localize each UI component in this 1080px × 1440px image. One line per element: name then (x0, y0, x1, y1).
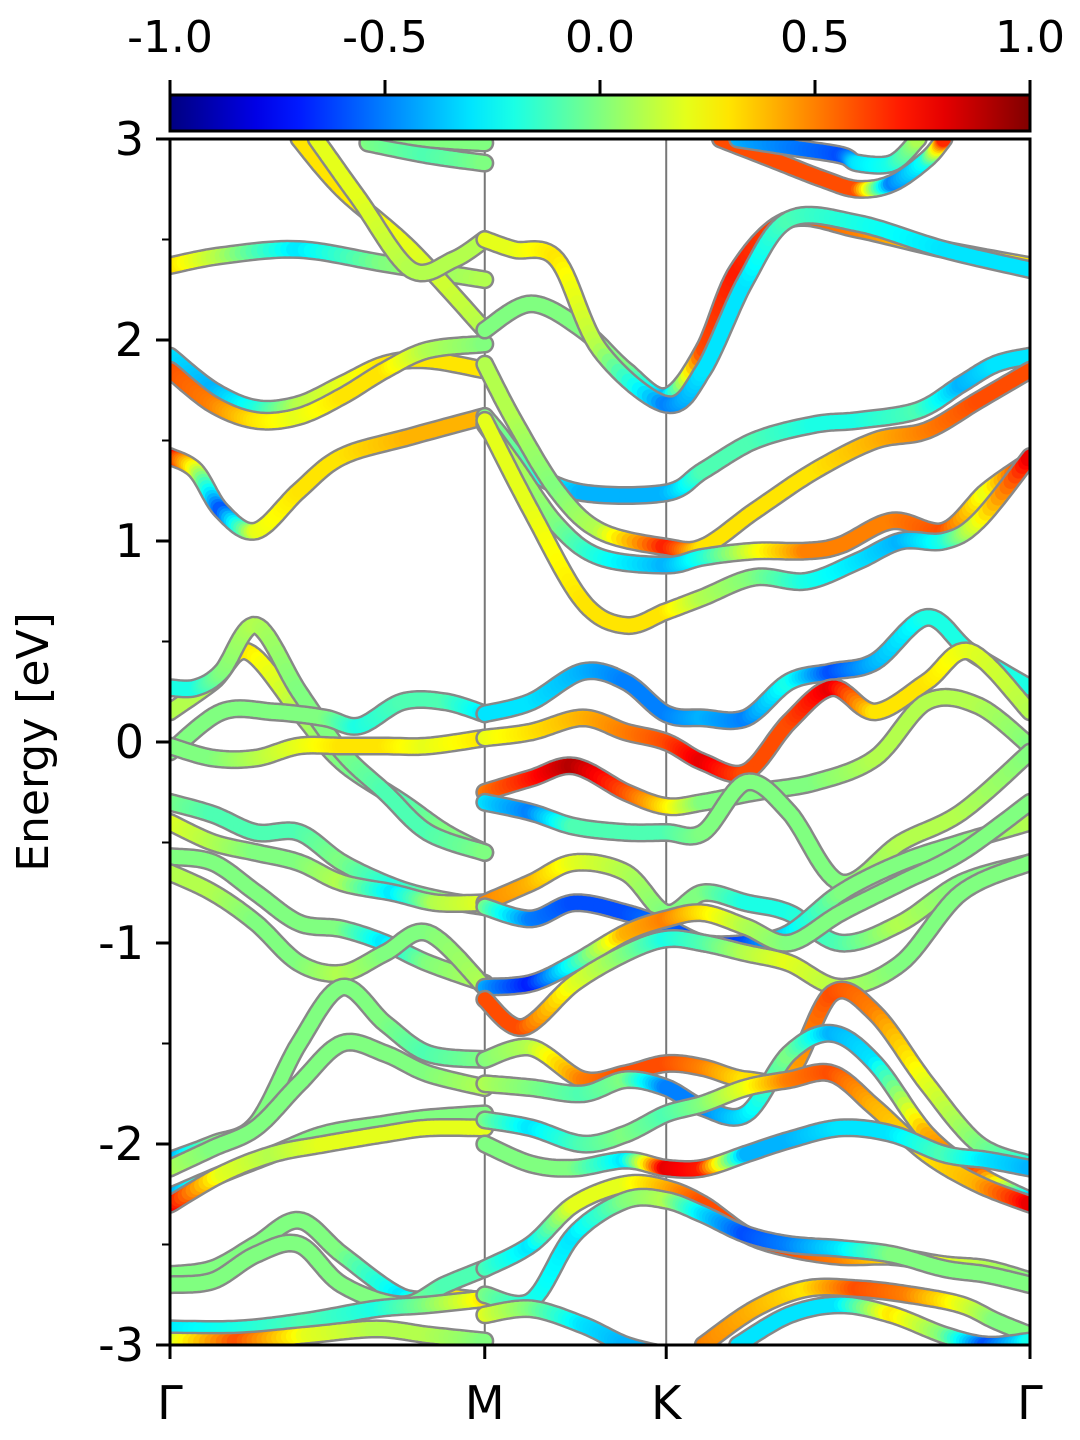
band-line (170, 847, 495, 993)
band-line (170, 334, 495, 431)
band-line (306, 139, 495, 283)
colorbar-tick-label: 1.0 (995, 12, 1065, 63)
colorbar-tick-label: 0.0 (565, 12, 635, 63)
band-segment (473, 272, 492, 287)
colorbar-tick-label: -0.5 (342, 12, 428, 63)
band-line (170, 1319, 495, 1345)
band-segment (393, 139, 411, 143)
band-line (170, 1233, 495, 1315)
band-segment (389, 139, 405, 142)
band-line (170, 812, 495, 913)
band-line (170, 863, 495, 997)
band-segment (475, 844, 492, 860)
band-line (170, 406, 495, 541)
band-line (475, 346, 1030, 505)
bands (170, 139, 1030, 1345)
band-segment (386, 139, 399, 141)
band-line (475, 205, 1030, 415)
band-line (358, 139, 495, 173)
colorbar-gradient (170, 95, 1030, 131)
colorbar-tick-label: 0.5 (780, 12, 850, 63)
band-segment (398, 139, 416, 144)
band-segment (402, 139, 421, 145)
band-line (170, 690, 495, 762)
colorbar-tick-label: -1.0 (127, 12, 213, 63)
colorbar-ticks: -1.0 -0.5 0.0 0.5 1.0 (127, 12, 1065, 95)
band-line (170, 1118, 495, 1214)
colorbar: -1.0 -0.5 0.0 0.5 1.0 (127, 12, 1065, 133)
band-line (170, 615, 495, 862)
